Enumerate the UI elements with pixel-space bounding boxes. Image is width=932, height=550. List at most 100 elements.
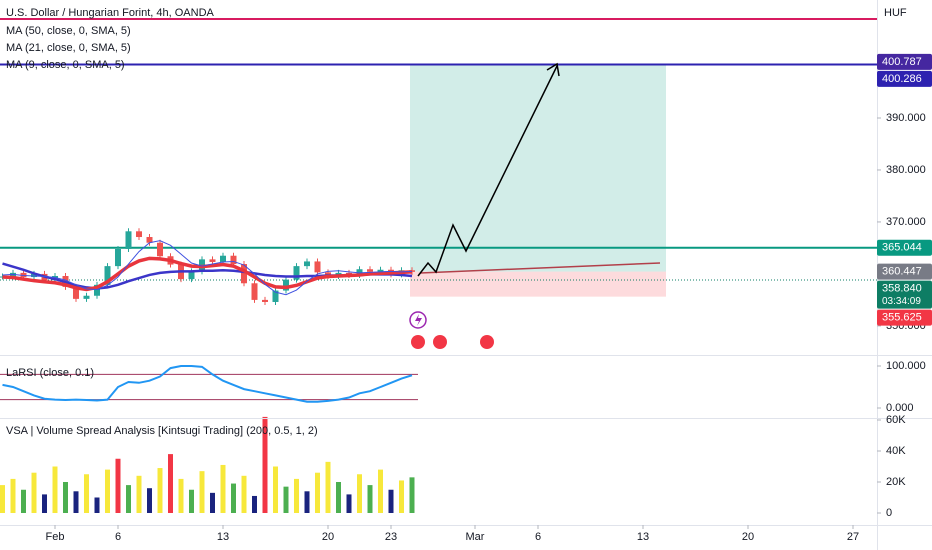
candle-body bbox=[73, 286, 79, 299]
volume-bar bbox=[136, 475, 142, 513]
candle-body bbox=[104, 266, 111, 285]
moving-average bbox=[2, 240, 413, 296]
candle-body bbox=[20, 272, 27, 278]
arrow-head bbox=[546, 62, 560, 77]
y-tick-label: 390.000 bbox=[886, 112, 926, 124]
y-tick-label: 100.000 bbox=[886, 360, 926, 372]
volume-bar bbox=[52, 466, 58, 513]
candle-body bbox=[356, 269, 363, 275]
x-tick-label: 23 bbox=[385, 531, 397, 543]
volume-bar bbox=[325, 461, 331, 513]
volume-bar bbox=[210, 492, 215, 513]
price-tag-label: 360.447 bbox=[882, 265, 922, 277]
volume-bar bbox=[336, 482, 341, 513]
volume-bar bbox=[220, 464, 226, 513]
lightning bbox=[415, 314, 422, 326]
event-flag[interactable] bbox=[433, 335, 447, 349]
volume-bar bbox=[273, 466, 278, 513]
countdown: 03:34:09 bbox=[882, 296, 921, 307]
trend-line bbox=[419, 262, 661, 274]
legend-entry: MA (9, close, 0, SMA, 5) bbox=[6, 59, 125, 71]
volume-bar bbox=[241, 475, 247, 513]
candle-body bbox=[314, 261, 321, 273]
volume-bar bbox=[409, 477, 415, 513]
volume-bar bbox=[199, 471, 205, 513]
y-tick-label: 370.000 bbox=[886, 216, 926, 228]
x-tick-label: 13 bbox=[217, 531, 229, 543]
volume-bar bbox=[262, 416, 268, 513]
volume-bar bbox=[84, 474, 89, 513]
price-tag bbox=[877, 70, 932, 87]
y-tick-label: 380.000 bbox=[886, 164, 926, 176]
currency-label: HUF bbox=[884, 7, 907, 19]
volume-bar bbox=[115, 458, 121, 513]
chart-title: U.S. Dollar / Hungarian Forint, 4h, OAND… bbox=[6, 7, 215, 19]
y-tick-label: 60K bbox=[886, 414, 906, 426]
x-tick-label: 6 bbox=[535, 531, 541, 543]
x-tick-label: 20 bbox=[322, 531, 334, 543]
volume-bar bbox=[231, 483, 236, 513]
candle-body bbox=[220, 255, 226, 262]
candle-body bbox=[409, 270, 415, 272]
price-tag-label: 400.787 bbox=[882, 56, 922, 68]
projection-arrow bbox=[417, 65, 558, 277]
price-tag-label: 355.625 bbox=[882, 311, 922, 323]
drawings bbox=[409, 62, 661, 349]
volume-bar bbox=[94, 497, 100, 513]
x-tick-label: 20 bbox=[742, 531, 754, 543]
volume-bar bbox=[157, 468, 163, 513]
pane-title: VSA | Volume Spread Analysis [Kintsugi T… bbox=[6, 425, 318, 437]
price-tag bbox=[877, 53, 932, 70]
volume-bar bbox=[357, 474, 362, 513]
pane-title: LaRSI (close, 0.1) bbox=[6, 367, 94, 379]
price-tag bbox=[877, 239, 932, 256]
candle-body bbox=[136, 231, 142, 238]
candle-body bbox=[325, 272, 331, 276]
candle-body bbox=[241, 264, 247, 284]
candle-body bbox=[272, 290, 279, 302]
volume-bar bbox=[31, 472, 37, 513]
candle-body bbox=[157, 242, 163, 257]
y-tick-label: 40K bbox=[886, 445, 906, 457]
candle-body bbox=[125, 231, 132, 249]
y-tick-label: 20K bbox=[886, 476, 906, 488]
price-tag-label: 365.044 bbox=[882, 242, 922, 254]
volume-bar bbox=[189, 489, 194, 513]
volume-bar bbox=[73, 491, 79, 513]
x-tick-label: Feb bbox=[46, 531, 65, 543]
candle-body bbox=[283, 279, 289, 291]
x-tick-label: 6 bbox=[115, 531, 121, 543]
candle-body bbox=[293, 266, 300, 280]
event-flag[interactable] bbox=[480, 335, 494, 349]
y-tick-label: 0 bbox=[886, 507, 892, 519]
volume-bar bbox=[42, 494, 47, 513]
candle-body bbox=[230, 255, 237, 265]
volume-bar bbox=[399, 480, 404, 513]
price-tag-label: 400.286 bbox=[882, 73, 922, 85]
y-tick-label: 0.000 bbox=[886, 402, 914, 414]
x-tick-label: 27 bbox=[847, 531, 859, 543]
volume-bar bbox=[126, 485, 131, 513]
volume-bar bbox=[378, 469, 383, 513]
candle-body bbox=[94, 284, 100, 296]
volume-bar bbox=[315, 472, 320, 513]
rsi-line bbox=[2, 365, 413, 403]
volume-bar bbox=[10, 478, 16, 513]
x-tick-label: Mar bbox=[466, 531, 485, 543]
volume-bar bbox=[304, 491, 310, 513]
panes bbox=[0, 63, 877, 513]
price-tag bbox=[877, 280, 932, 309]
volume-bar bbox=[63, 482, 68, 513]
candle-body bbox=[115, 248, 121, 267]
price-tag bbox=[877, 309, 932, 326]
price-tag-label: 358.840 bbox=[882, 282, 922, 294]
candle-body bbox=[304, 261, 310, 267]
volume-bar bbox=[294, 478, 299, 513]
volume-bar bbox=[105, 469, 110, 513]
volume-bar bbox=[0, 485, 5, 513]
candle-body bbox=[146, 237, 153, 243]
volume-bar bbox=[283, 486, 289, 513]
event-flag[interactable] bbox=[411, 335, 425, 349]
legend-entry: MA (50, close, 0, SMA, 5) bbox=[6, 25, 131, 37]
